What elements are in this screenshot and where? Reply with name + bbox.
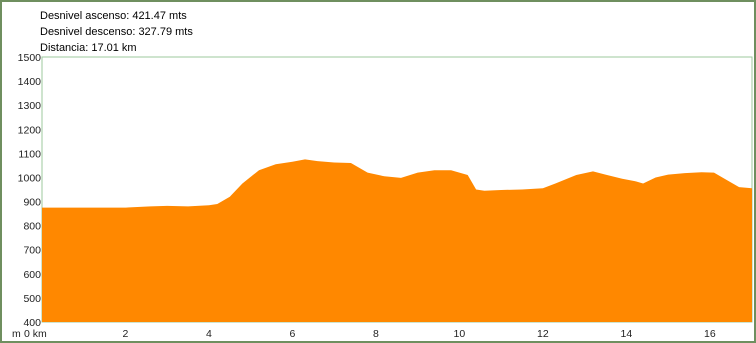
y-tick-label: 1200 [18,124,42,136]
y-tick-label: 1500 [18,52,42,64]
x-tick-label: 0 km [24,328,47,340]
x-tick-label: 14 [621,328,633,340]
x-tick-label: 8 [373,328,379,340]
x-tick-label: 16 [704,328,716,340]
x-tick-label: 12 [537,328,549,340]
y-tick-label: 900 [23,197,41,209]
descent-stat: Desnivel descenso: 327.79 mts [40,26,193,38]
x-tick-label: 10 [454,328,466,340]
distance-stat: Distancia: 17.01 km [40,42,137,54]
y-tick-label: 700 [23,245,41,257]
y-tick-label: 1100 [18,148,41,160]
y-tick-label: 600 [23,269,41,281]
y-tick-label: 1300 [18,100,42,112]
x-tick-label: 2 [123,328,129,340]
route-stats: Desnivel ascenso: 421.47 mts Desnivel de… [40,8,193,56]
x-tick-label: 4 [206,328,212,340]
plot-area [41,56,753,323]
ascent-stat: Desnivel ascenso: 421.47 mts [40,10,187,22]
y-unit-label: m [12,328,21,340]
y-tick-label: 800 [23,221,41,233]
y-axis: 400 500 600 700 800 900 1000 1100 1200 1300 1400 15… [12,52,41,340]
y-tick-label: 500 [23,293,41,305]
x-axis: 0 km 2 4 6 8 10 12 14 16 [24,328,716,340]
x-tick-label: 6 [290,328,296,340]
y-tick-label: 400 [23,317,41,329]
elevation-area [42,159,752,322]
y-tick-label: 1400 [18,76,42,88]
y-tick-label: 1000 [18,172,42,184]
